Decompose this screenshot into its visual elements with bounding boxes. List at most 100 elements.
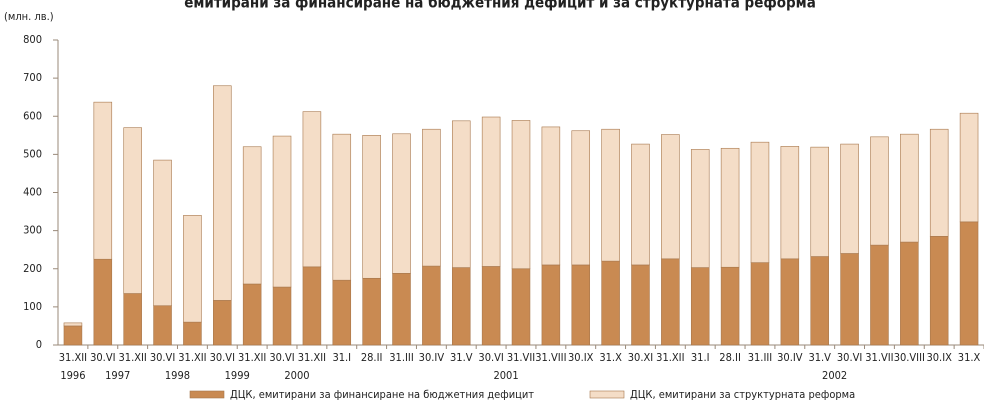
bar-segment (93, 101, 113, 260)
x-tick-label: 31.III (389, 351, 413, 364)
year-label: 2000 (284, 369, 309, 382)
x-tick-label: 28.II (719, 351, 741, 364)
bar-segment (929, 236, 949, 346)
legend-swatch (189, 390, 225, 399)
bar-segment (780, 146, 800, 260)
bar-segment (153, 159, 172, 307)
x-tick-label: 30.VI (837, 351, 862, 364)
x-tick-label: 31.XII (656, 351, 684, 364)
legend-swatch (589, 390, 625, 399)
bar-segment (123, 127, 142, 294)
y-tick-label: 800 (23, 33, 42, 46)
y-tick-label: 0 (36, 338, 42, 351)
bar-segment (750, 141, 770, 263)
bar-segment (63, 325, 83, 346)
bar-segment (690, 267, 710, 346)
bar-segment (183, 215, 202, 323)
y-tick-label: 100 (23, 300, 42, 313)
bar-segment (392, 133, 411, 274)
y-tick-label: 200 (23, 262, 42, 275)
bar-segment (661, 134, 680, 260)
bar-segment (451, 267, 471, 346)
bar-segment (929, 128, 949, 237)
bar-segment (392, 273, 411, 346)
x-tick-label: 31.VII (507, 351, 535, 364)
bar-segment (959, 221, 979, 346)
year-label: 1996 (60, 369, 85, 382)
x-tick-label: 31.III (748, 351, 772, 364)
bar-segment (840, 143, 859, 254)
y-tick-label: 600 (23, 109, 42, 122)
x-tick-label: 31.X (958, 351, 981, 364)
bar-segment (690, 149, 710, 268)
x-tick-label: 30.VI (210, 351, 235, 364)
bar-segment (213, 300, 232, 346)
year-label: 1997 (105, 369, 130, 382)
x-tick-label: 30.IX (568, 351, 594, 364)
bar-segment (541, 264, 561, 346)
x-tick-label: 30.IX (926, 351, 952, 364)
bar-segment (959, 112, 979, 223)
bar-segment (810, 146, 829, 257)
bar-segment (870, 244, 889, 346)
bar-segment (870, 136, 889, 246)
x-tick-label: 30.IV (777, 351, 803, 364)
year-label: 2002 (822, 369, 847, 382)
x-tick-label: 31.VIII (535, 351, 566, 364)
bar-segment (272, 135, 292, 288)
legend-label: ДЦК, емитирани за структурната реформа (630, 388, 855, 401)
x-tick-label: 31.XII (178, 351, 206, 364)
bar-segment (362, 277, 381, 346)
y-unit: (млн. лв.) (4, 10, 54, 23)
y-tick-label: 500 (23, 147, 42, 160)
y-tick-label: 400 (23, 186, 42, 199)
bar-segment (481, 116, 501, 267)
bar-segment (541, 126, 561, 266)
x-tick-label: 31.XII (119, 351, 147, 364)
x-tick-label: 31.V (808, 351, 831, 364)
x-tick-label: 30.IV (419, 351, 445, 364)
bar-segment (422, 128, 441, 267)
bar-segment (661, 258, 680, 346)
x-tick-label: 31.XII (238, 351, 266, 364)
x-tick-label: 31.XII (298, 351, 326, 364)
x-tick-label: 30.VI (150, 351, 175, 364)
x-tick-label: 31.XII (59, 351, 87, 364)
bar-segment (242, 283, 262, 346)
bar-segment (272, 286, 292, 346)
bar-segment (720, 147, 740, 268)
bar-segment (93, 258, 113, 346)
bar-segment (810, 256, 829, 346)
bar-segment (601, 260, 620, 346)
bar-segment (153, 305, 172, 346)
x-tick-label: 30.VI (90, 351, 115, 364)
x-tick-label: 31.X (599, 351, 622, 364)
x-tick-label: 28.II (361, 351, 383, 364)
bar-segment (213, 85, 232, 301)
bar-segment (332, 133, 352, 281)
bar-segment (631, 143, 650, 266)
bar-segment (840, 253, 859, 346)
bar-segment (720, 266, 740, 346)
bar-segment (451, 120, 471, 268)
year-label: 1999 (225, 369, 250, 382)
x-tick-label: 31.V (450, 351, 473, 364)
bar-segment (511, 120, 531, 270)
x-tick-label: 30.VI (478, 351, 503, 364)
bar-segment (362, 135, 381, 279)
bar-segment (242, 146, 262, 285)
bar-segment (601, 128, 620, 262)
bar-segment (780, 258, 800, 346)
bar-segment (631, 264, 650, 346)
bar-segment (183, 321, 202, 346)
x-tick-label: 31.VII (865, 351, 893, 364)
x-tick-label: 31.I (691, 351, 710, 364)
year-label: 2001 (493, 369, 518, 382)
bar-segment (571, 264, 591, 346)
bar-segment (422, 265, 441, 346)
x-tick-label: 30.VI (269, 351, 294, 364)
bar-segment (302, 266, 322, 346)
bar-segment (481, 266, 501, 346)
bar-segment (332, 279, 352, 346)
